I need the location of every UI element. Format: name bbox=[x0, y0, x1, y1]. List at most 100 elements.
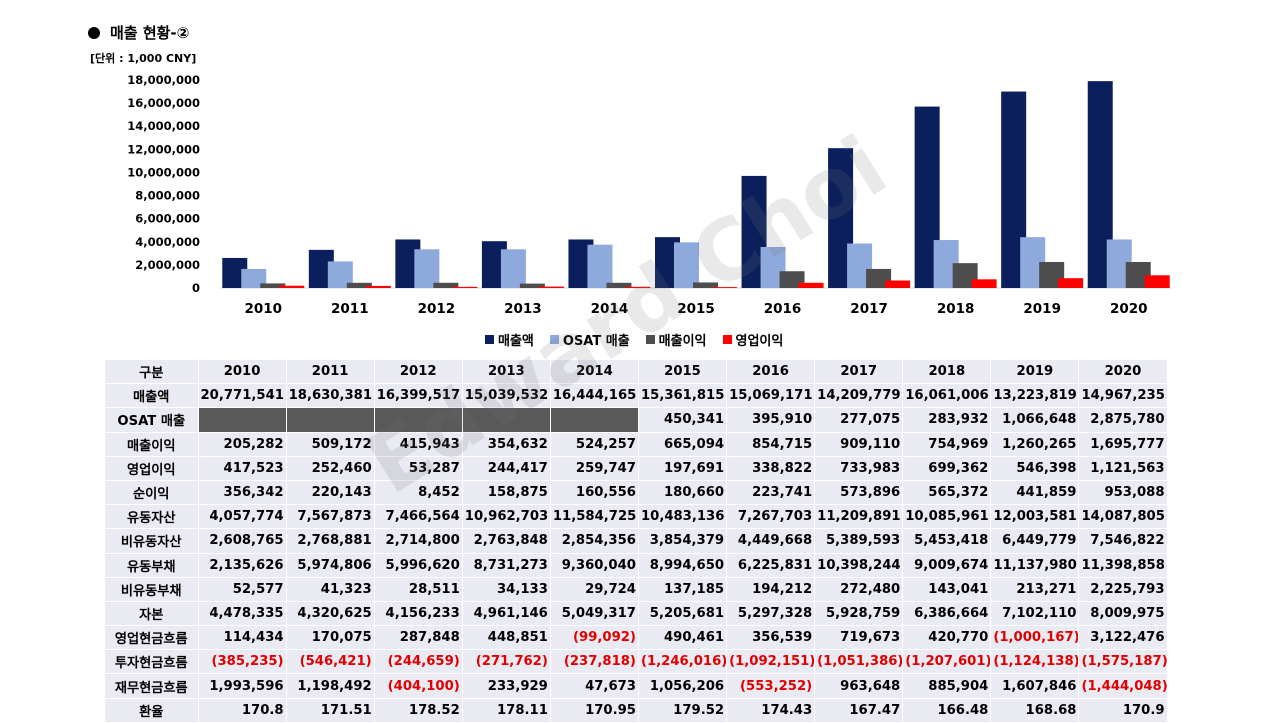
table-row: 유동자산 4,057,774 7,567,873 7,466,564 10,962,70… bbox=[105, 504, 1168, 530]
table-cell: 16,061,006 bbox=[902, 383, 992, 409]
table-cell: 509,172 bbox=[286, 432, 375, 457]
table-cell: (1,246,016) bbox=[638, 649, 728, 675]
bar-gross-2016 bbox=[779, 271, 805, 288]
table-row: 영업현금흐름 114,434 170,075 287,848 448,851 (99,09… bbox=[105, 625, 1168, 651]
table-header-year: 2020 bbox=[1078, 360, 1168, 385]
legend-item: 매출이익 bbox=[645, 330, 707, 349]
table-cell: 953,088 bbox=[1078, 480, 1168, 506]
table-cell: (404,100) bbox=[374, 673, 463, 699]
table-cell: 12,003,581 bbox=[990, 504, 1080, 530]
table-cell: 11,137,980 bbox=[990, 553, 1080, 578]
table-row: 매출액 20,771,541 18,630,381 16,399,517 15,039,… bbox=[105, 383, 1168, 409]
legend-item: 영업이익 bbox=[722, 330, 784, 349]
bar-operating-2012 bbox=[452, 286, 478, 288]
table-cell: 223,741 bbox=[726, 480, 816, 506]
table-row-label: 영업현금흐름 bbox=[105, 625, 199, 651]
table-cell: 5,453,418 bbox=[902, 528, 992, 554]
table-cell: 168.68 bbox=[990, 698, 1080, 723]
table-cell: 20,771,541 bbox=[198, 383, 287, 409]
table-cell: 1,260,265 bbox=[990, 432, 1080, 457]
table-cell: 665,094 bbox=[638, 432, 728, 457]
table-cell: 158,875 bbox=[462, 480, 551, 506]
table-cell: 171.51 bbox=[286, 698, 375, 723]
table-cell: 3,122,476 bbox=[1078, 625, 1168, 651]
table-cell: 7,466,564 bbox=[374, 504, 463, 530]
table-cell: (244,659) bbox=[374, 649, 463, 675]
y-tick-label: 8,000,000 bbox=[135, 189, 200, 203]
bar-operating-2020 bbox=[1144, 275, 1170, 288]
table-cell: 2,875,780 bbox=[1078, 407, 1168, 433]
table-cell: 16,444,165 bbox=[550, 383, 639, 409]
table-cell: 8,009,975 bbox=[1078, 601, 1168, 627]
bar-gross-2012 bbox=[433, 282, 459, 288]
legend-label: 매출액 bbox=[498, 334, 534, 349]
bar-operating-2010 bbox=[279, 285, 305, 288]
table-cell: 34,133 bbox=[462, 577, 551, 602]
table-cell: 41,323 bbox=[286, 577, 375, 602]
table-cell: 5,974,806 bbox=[286, 553, 375, 578]
table-cell: 11,398,858 bbox=[1078, 553, 1168, 578]
table-cell: 395,910 bbox=[726, 407, 816, 433]
table-row: 유동부채 2,135,626 5,974,806 5,996,620 8,731,273… bbox=[105, 553, 1168, 578]
table-row: 재무현금흐름 1,993,596 1,198,492 (404,100) 233,929… bbox=[105, 673, 1168, 699]
table-cell: (1,092,151) bbox=[726, 649, 816, 675]
table-cell: 170.95 bbox=[550, 698, 639, 723]
bar-osat-2014 bbox=[587, 244, 613, 288]
table-cell: 699,362 bbox=[902, 456, 992, 481]
table-row: 투자현금흐름 (385,235) (546,421) (244,659) (271,76… bbox=[105, 649, 1168, 675]
table-cell: 137,185 bbox=[638, 577, 728, 602]
bar-operating-2016 bbox=[798, 282, 824, 288]
table-row: 자본 4,478,335 4,320,625 4,156,233 4,961,146 5,… bbox=[105, 601, 1168, 627]
table-cell: 259,747 bbox=[550, 456, 639, 481]
bar-gross-2015 bbox=[693, 282, 718, 288]
table-cell: 47,673 bbox=[550, 673, 639, 699]
table-cell-empty bbox=[286, 407, 375, 433]
table-cell: 167.47 bbox=[814, 698, 904, 723]
table-header-year: 2012 bbox=[374, 360, 463, 385]
table-row: OSAT 매출 450,341 395,910 277,075 283,932 1,066… bbox=[105, 407, 1168, 433]
table-cell: 5,205,681 bbox=[638, 601, 728, 627]
x-tick-label: 2015 bbox=[677, 301, 715, 317]
bar-operating-2013 bbox=[538, 286, 564, 288]
table-cell: 170.9 bbox=[1078, 698, 1168, 723]
table-cell: 1,695,777 bbox=[1078, 432, 1168, 457]
table-cell: 233,929 bbox=[462, 673, 551, 699]
table-header-year: 2013 bbox=[462, 360, 551, 385]
table-cell: 4,478,335 bbox=[198, 601, 287, 627]
table-cell: 854,715 bbox=[726, 432, 816, 457]
table-cell: 2,135,626 bbox=[198, 553, 287, 578]
table-cell-empty bbox=[374, 407, 463, 433]
table-cell: 28,511 bbox=[374, 577, 463, 602]
table-cell: (1,124,138) bbox=[990, 649, 1080, 675]
table-cell: 7,546,822 bbox=[1078, 528, 1168, 554]
table-cell: 252,460 bbox=[286, 456, 375, 481]
table-cell: 4,156,233 bbox=[374, 601, 463, 627]
table-cell: 16,399,517 bbox=[374, 383, 463, 409]
table-cell: 565,372 bbox=[902, 480, 992, 506]
table-row-label: 비유동부채 bbox=[105, 577, 199, 602]
x-tick-label: 2018 bbox=[937, 301, 975, 317]
table-cell: 2,768,881 bbox=[286, 528, 375, 554]
table-cell: (1,444,048) bbox=[1078, 673, 1168, 699]
table-cell: 4,449,668 bbox=[726, 528, 816, 554]
legend-label: 매출이익 bbox=[658, 334, 707, 349]
table-header-year: 2018 bbox=[902, 360, 992, 385]
table-cell: 205,282 bbox=[198, 432, 287, 457]
table-cell: (1,575,187) bbox=[1078, 649, 1168, 675]
table-cell: 11,209,891 bbox=[814, 504, 904, 530]
table-cell: 573,896 bbox=[814, 480, 904, 506]
table-cell: 4,057,774 bbox=[198, 504, 287, 530]
y-tick-label: 2,000,000 bbox=[135, 258, 200, 272]
table-cell: 909,110 bbox=[814, 432, 904, 457]
table-cell: 180,660 bbox=[638, 480, 728, 506]
bar-gross-2013 bbox=[519, 283, 545, 288]
table-cell: 114,434 bbox=[198, 625, 287, 651]
y-tick-label: 6,000,000 bbox=[135, 212, 200, 226]
table-cell: 3,854,379 bbox=[638, 528, 728, 554]
table-cell: 2,854,356 bbox=[550, 528, 639, 554]
legend-label: 영업이익 bbox=[735, 334, 784, 349]
table-cell: 5,389,593 bbox=[814, 528, 904, 554]
table-cell: 2,763,848 bbox=[462, 528, 551, 554]
table-cell: 53,287 bbox=[374, 456, 463, 481]
table-cell: 287,848 bbox=[374, 625, 463, 651]
